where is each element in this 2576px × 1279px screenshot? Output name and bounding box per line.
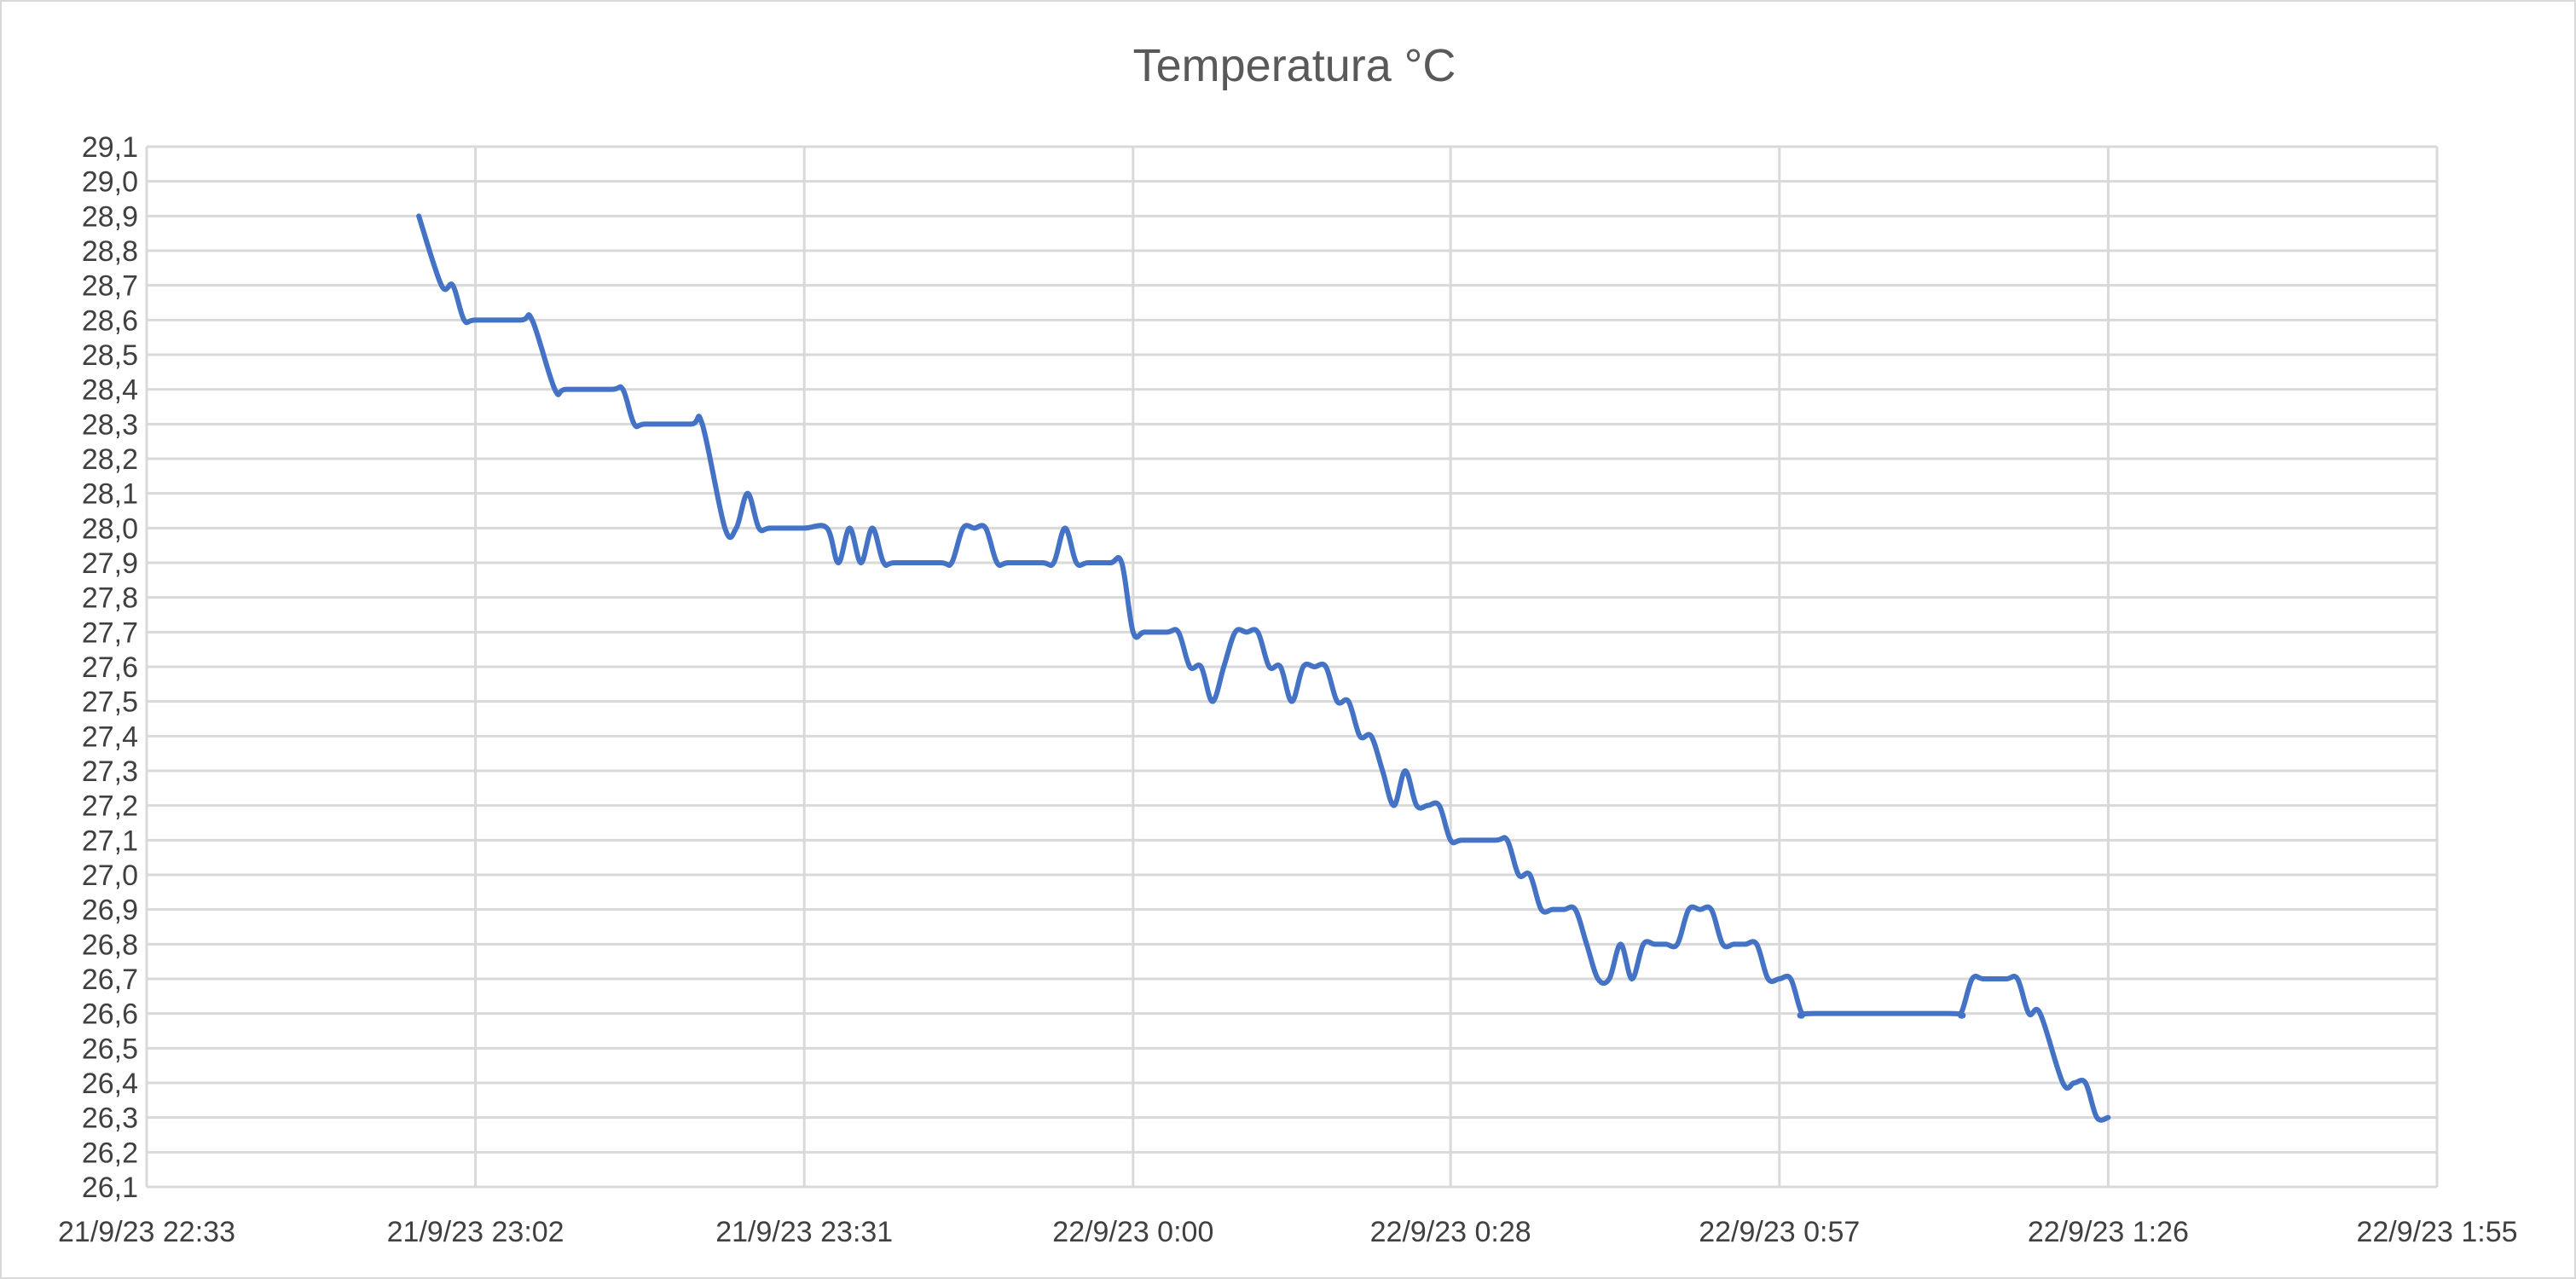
y-tick-label: 27,2 — [82, 790, 138, 823]
y-tick-label: 26,7 — [82, 964, 138, 996]
y-tick-label: 26,4 — [82, 1068, 138, 1100]
x-tick-label: 21/9/23 22:33 — [58, 1216, 235, 1248]
x-tick-label: 22/9/23 1:26 — [2028, 1216, 2189, 1248]
vertical-gridlines — [145, 147, 2439, 1187]
y-tick-label: 27,0 — [82, 859, 138, 892]
x-axis-tick-labels: 21/9/23 22:33 21/9/23 23:02 21/9/23 23:31 2… — [58, 1216, 2518, 1248]
x-tick-label: 22/9/23 0:28 — [1370, 1216, 1531, 1248]
y-tick-label: 27,6 — [82, 651, 138, 684]
y-tick-label: 27,3 — [82, 755, 138, 788]
y-tick-label: 27,8 — [82, 582, 138, 615]
y-tick-label: 27,4 — [82, 721, 138, 753]
y-tick-label: 26,2 — [82, 1137, 138, 1169]
y-tick-label: 26,1 — [82, 1172, 138, 1204]
y-tick-label: 27,9 — [82, 547, 138, 580]
y-axis-tick-labels: 26,126,226,326,426,526,626,726,826,927,0… — [82, 131, 138, 1204]
y-tick-label: 26,8 — [82, 929, 138, 961]
y-tick-label: 28,1 — [82, 478, 138, 511]
x-tick-label: 21/9/23 23:02 — [387, 1216, 564, 1248]
y-tick-label: 26,6 — [82, 998, 138, 1031]
series-line — [416, 213, 2111, 1123]
y-tick-label: 27,1 — [82, 825, 138, 857]
x-tick-label: 21/9/23 23:31 — [715, 1216, 893, 1248]
y-tick-label: 28,6 — [82, 304, 138, 337]
y-tick-label: 26,5 — [82, 1033, 138, 1065]
y-tick-label: 28,9 — [82, 200, 138, 233]
y-tick-label: 28,0 — [82, 512, 138, 545]
y-tick-label: 26,3 — [82, 1102, 138, 1135]
chart-title: Temperatura °C — [1133, 40, 1456, 91]
y-tick-label: 28,3 — [82, 408, 138, 441]
x-tick-label: 22/9/23 0:00 — [1052, 1216, 1213, 1248]
y-tick-label: 28,5 — [82, 339, 138, 372]
x-tick-label: 22/9/23 0:57 — [1699, 1216, 1860, 1248]
y-tick-label: 28,2 — [82, 443, 138, 476]
x-tick-label: 22/9/23 1:55 — [2356, 1216, 2517, 1248]
y-tick-label: 28,7 — [82, 270, 138, 303]
y-tick-label: 29,0 — [82, 166, 138, 199]
y-tick-label: 28,8 — [82, 235, 138, 268]
y-tick-label: 27,7 — [82, 616, 138, 649]
horizontal-gridlines — [147, 145, 2437, 1189]
y-tick-label: 29,1 — [82, 131, 138, 164]
series-layer — [416, 213, 2111, 1123]
y-tick-label: 27,5 — [82, 686, 138, 719]
y-tick-label: 28,4 — [82, 374, 138, 407]
y-tick-label: 26,9 — [82, 894, 138, 927]
